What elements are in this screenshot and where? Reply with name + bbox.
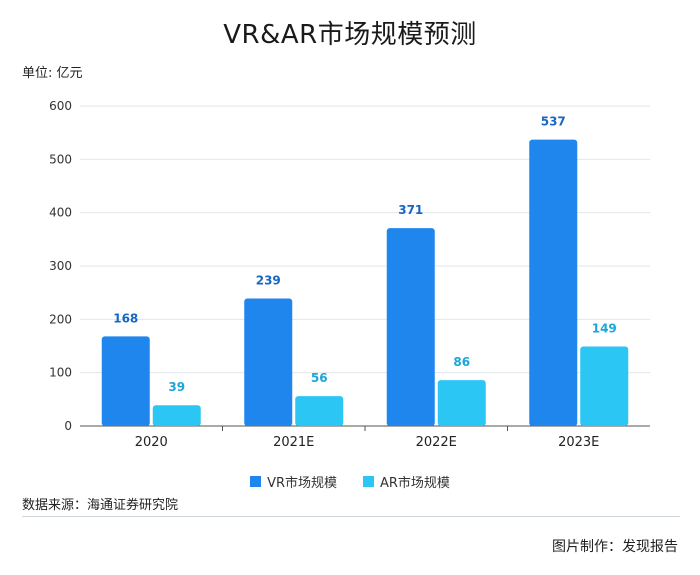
data-label: 168 [113,311,138,325]
data-label: 39 [168,380,185,394]
data-label: 149 [592,322,617,336]
ar-bar [437,380,486,426]
y-tick-label: 400 [49,206,72,220]
y-tick-label: 100 [49,366,72,380]
legend-item-ar: AR市场规模 [363,472,450,491]
vr-bar [529,139,578,426]
unit-label: 单位: 亿元 [22,66,83,81]
x-tick-label: 2022E [416,435,457,450]
legend-label-vr: VR市场规模 [267,476,337,491]
vr-bar [244,298,293,426]
data-label: 537 [541,115,566,129]
data-label: 239 [256,274,281,288]
vr-bar [386,228,435,426]
legend-swatch-ar [363,476,374,487]
y-tick-label: 0 [64,419,72,433]
legend-item-vr: VR市场规模 [250,472,337,491]
data-label: 56 [311,371,328,385]
legend-label-ar: AR市场规模 [380,476,450,491]
bar-chart: 0 100 200 300 400 500 600 2020 168 39 2021E 239 56 20… [49,99,650,450]
y-tick-label: 600 [49,99,72,113]
x-tick-label: 2020 [135,435,168,450]
image-credit: 图片制作：发现报告 [552,539,678,555]
vr-bar [101,336,150,426]
y-tick-label: 500 [49,152,72,166]
y-tick-label: 200 [49,312,72,326]
x-tick-label: 2023E [558,435,599,450]
x-tick-label: 2021E [273,435,314,450]
ar-bar [295,396,344,426]
divider [22,516,680,517]
data-label: 371 [398,203,423,217]
legend: VR市场规模 AR市场规模 [0,472,700,491]
y-tick-label: 300 [49,259,72,273]
ar-bar [152,405,201,426]
data-source: 数据来源：海通证券研究院 [22,498,179,513]
data-label: 86 [453,355,470,369]
legend-swatch-vr [250,476,262,487]
chart-title: VR&AR市场规模预测 [223,20,477,50]
ar-bar [580,346,629,426]
